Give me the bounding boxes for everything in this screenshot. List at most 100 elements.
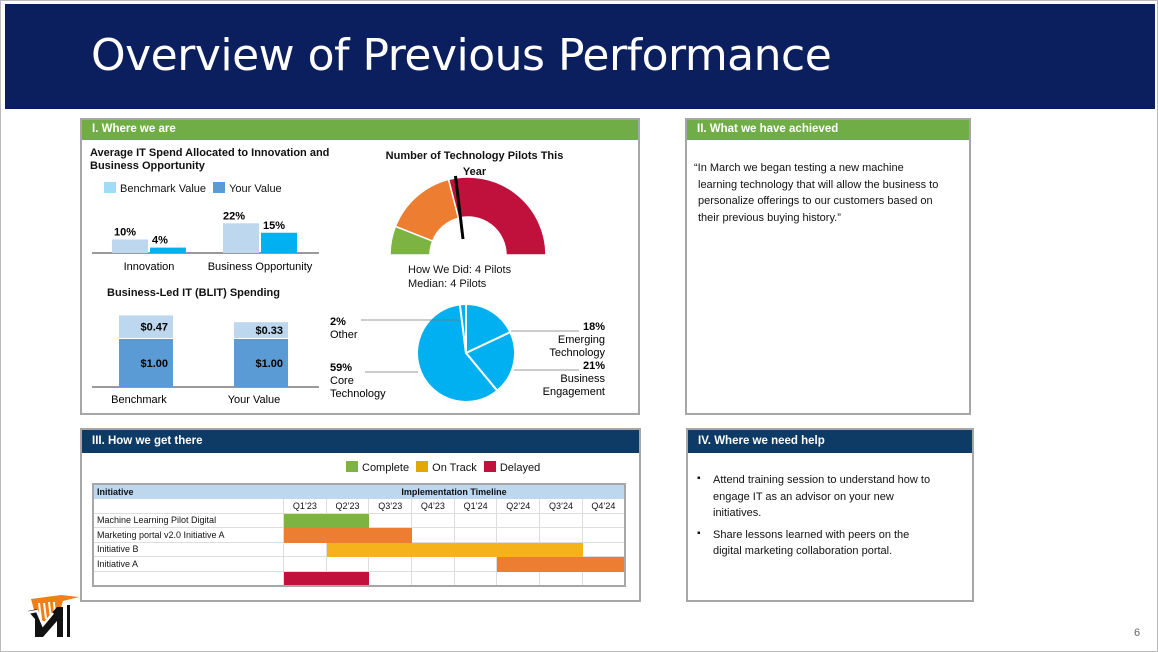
pie-slice bbox=[464, 330, 516, 393]
timeline-cell bbox=[368, 541, 413, 557]
table-row: Machine Learning Pilot Digital bbox=[92, 512, 626, 528]
page-title: Overview of Previous Performance bbox=[91, 30, 832, 81]
legend-swatch-benchmark bbox=[104, 182, 116, 193]
bar-segment bbox=[119, 315, 173, 338]
chart-legend: Benchmark Value Your Value bbox=[104, 182, 282, 195]
panel-heading: I. Where we are bbox=[82, 120, 638, 140]
page-number: 6 bbox=[1134, 627, 1141, 639]
category-label: Your Value bbox=[228, 394, 281, 406]
pie-category-label: Technology bbox=[330, 388, 386, 400]
title-bar: Overview of Previous Performance bbox=[5, 4, 1155, 109]
initiative-name: Machine Learning Pilot Digital bbox=[92, 512, 284, 528]
gauge-needle bbox=[453, 175, 465, 240]
quarter-header: Q3’23 bbox=[368, 498, 413, 514]
data-label: 10% bbox=[114, 227, 136, 239]
data-label: $1.00 bbox=[140, 358, 168, 370]
legend-delayed: Delayed bbox=[499, 462, 541, 474]
category-label: Business Opportunity bbox=[208, 261, 313, 273]
quarter-header: Q4’24 bbox=[581, 498, 626, 514]
timeline-cell bbox=[283, 556, 327, 572]
legend-on-track: On Track bbox=[432, 462, 477, 474]
charts-svg: 10% 4% Innovation 22% 15% Business Opportunit… bbox=[92, 175, 605, 406]
timeline-cell bbox=[325, 512, 370, 528]
bar-segment bbox=[234, 322, 288, 338]
table-row: Initiative A bbox=[92, 556, 626, 572]
category-label: Innovation bbox=[124, 261, 175, 273]
timeline-cell bbox=[411, 556, 455, 572]
achievement-quote: “In March we began testing a new machine… bbox=[694, 162, 939, 224]
bar-segment bbox=[119, 339, 173, 387]
pie-category-label: Business bbox=[560, 373, 605, 385]
timeline-cell bbox=[325, 556, 370, 572]
timeline-cell bbox=[453, 570, 498, 586]
legend-swatch-delayed bbox=[483, 461, 496, 472]
timeline-cell bbox=[539, 512, 583, 528]
pie-slice bbox=[458, 302, 467, 354]
quarter-header: Q3’24 bbox=[539, 498, 583, 514]
panel-where-we-need-help: IV. Where we need help Attend training s… bbox=[686, 428, 974, 602]
bar-your bbox=[261, 232, 297, 253]
timeline-cell bbox=[368, 512, 413, 528]
implementation-timeline-table: Initiative Implementation Timeline Q1’23 Q… bbox=[92, 483, 626, 587]
panel-where-we-are: I. Where we are Average IT Spend Allocat… bbox=[80, 118, 640, 415]
timeline-cell bbox=[581, 527, 626, 543]
table-row: Marketing portal v2.0 Initiative A bbox=[92, 527, 626, 543]
chart-title-blit: Business-Led IT (BLIT) Spending bbox=[107, 287, 280, 299]
pie-pct-label: 59% bbox=[330, 362, 352, 374]
data-label: $1.00 bbox=[255, 358, 283, 370]
bar-your bbox=[150, 247, 186, 253]
timeline-cell bbox=[496, 556, 541, 572]
timeline-cell bbox=[411, 512, 455, 528]
quarter-header: Q1’23 bbox=[283, 498, 327, 514]
timeline-cell bbox=[581, 570, 626, 586]
legend-swatch-your bbox=[213, 182, 226, 193]
help-list: Attend training session to understand ho… bbox=[688, 471, 938, 565]
panel-heading: IV. Where we need help bbox=[688, 430, 972, 453]
timeline-cell bbox=[283, 541, 327, 557]
quarter-header: Q2’24 bbox=[496, 498, 541, 514]
timeline-cell bbox=[411, 570, 455, 586]
legend-complete: Complete bbox=[362, 462, 410, 474]
initiative-name: Initiative B bbox=[92, 541, 284, 557]
panel-how-we-get-there: III. How we get there Complete On Track … bbox=[80, 428, 641, 602]
company-logo bbox=[25, 595, 79, 637]
timeline-cell bbox=[368, 556, 413, 572]
timeline-cell bbox=[411, 541, 455, 557]
timeline-cell bbox=[368, 570, 413, 586]
table-row bbox=[92, 570, 626, 586]
panel-heading: III. How we get there bbox=[82, 430, 639, 453]
col-initiative: Initiative bbox=[92, 483, 284, 499]
timeline-cell bbox=[283, 570, 327, 586]
pie-pct-label: 18% bbox=[583, 321, 605, 333]
timeline-cell bbox=[581, 512, 626, 528]
legend-swatch-complete bbox=[346, 461, 358, 472]
bar-segment bbox=[234, 339, 288, 387]
data-label: 4% bbox=[152, 235, 168, 247]
quarter-header: Q4’23 bbox=[411, 498, 455, 514]
legend-your: Your Value bbox=[229, 183, 282, 195]
timeline-cell bbox=[496, 570, 541, 586]
pie-category-label: Emerging bbox=[558, 334, 605, 346]
category-label: Benchmark bbox=[111, 394, 167, 406]
timeline-cell bbox=[453, 512, 498, 528]
quarter-header: Q1’24 bbox=[453, 498, 498, 514]
data-label: 22% bbox=[223, 210, 245, 222]
data-label: $0.47 bbox=[140, 322, 168, 334]
pie-category-label: Other bbox=[330, 329, 358, 341]
chart-title-it-spend: Average IT Spend Allocated to Innovation… bbox=[90, 147, 330, 172]
timeline-cell bbox=[325, 570, 370, 586]
help-item: Attend training session to understand ho… bbox=[688, 471, 938, 522]
chart-title-pilots: Number of Technology Pilots This Year bbox=[385, 150, 564, 178]
pie-slice bbox=[465, 302, 512, 355]
timeline-cell bbox=[368, 527, 413, 543]
timeline-cell bbox=[496, 527, 541, 543]
timeline-cell bbox=[453, 556, 498, 572]
legend-benchmark: Benchmark Value bbox=[120, 183, 207, 195]
timeline-cell bbox=[283, 527, 327, 543]
timeline-cell bbox=[453, 527, 498, 543]
pie-slice bbox=[416, 303, 499, 403]
timeline-cell bbox=[283, 512, 327, 528]
timeline-cell bbox=[453, 541, 498, 557]
bar-benchmark bbox=[223, 223, 259, 253]
